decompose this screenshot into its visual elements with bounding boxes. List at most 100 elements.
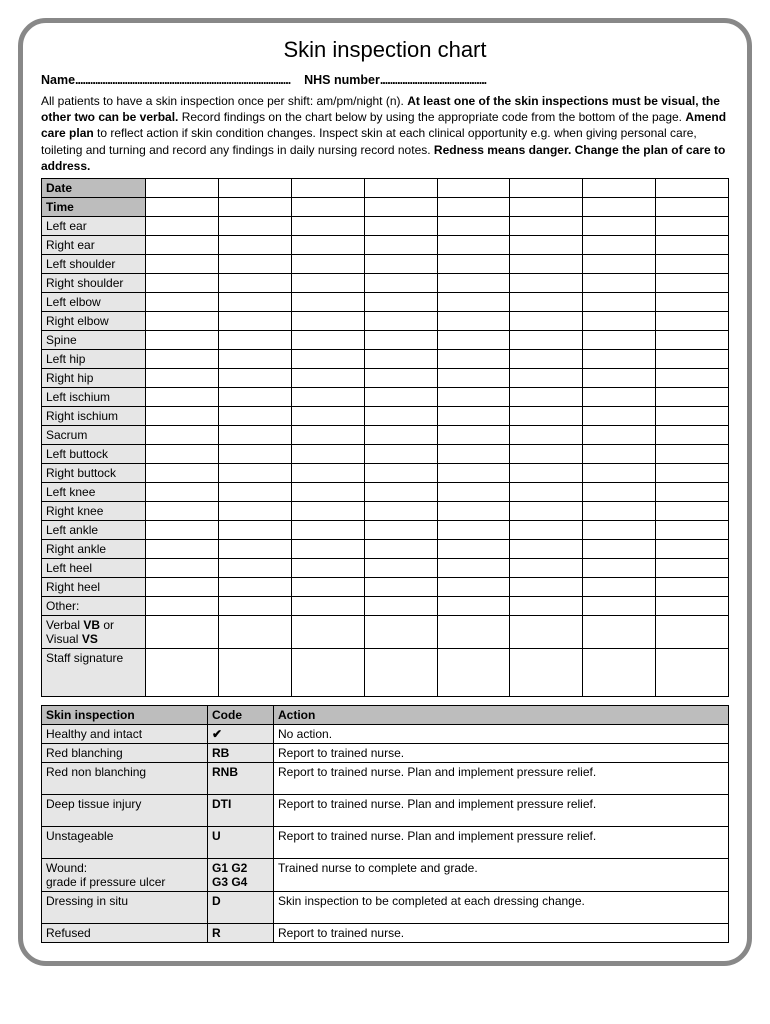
grid-cell[interactable] xyxy=(656,273,729,292)
grid-cell[interactable] xyxy=(437,311,510,330)
grid-cell[interactable] xyxy=(510,197,583,216)
grid-cell[interactable] xyxy=(583,539,656,558)
grid-cell[interactable] xyxy=(510,235,583,254)
grid-cell[interactable] xyxy=(146,444,219,463)
grid-cell[interactable] xyxy=(364,539,437,558)
grid-cell[interactable] xyxy=(437,425,510,444)
grid-cell[interactable] xyxy=(364,330,437,349)
grid-cell[interactable] xyxy=(364,292,437,311)
grid-cell[interactable] xyxy=(364,216,437,235)
grid-cell[interactable] xyxy=(291,311,364,330)
grid-cell[interactable] xyxy=(583,254,656,273)
nhs-dots[interactable]: ........................................… xyxy=(380,73,486,87)
grid-cell[interactable] xyxy=(291,292,364,311)
grid-cell[interactable] xyxy=(218,615,291,648)
grid-cell[interactable] xyxy=(364,615,437,648)
grid-cell[interactable] xyxy=(218,216,291,235)
grid-cell[interactable] xyxy=(583,235,656,254)
grid-cell[interactable] xyxy=(583,425,656,444)
grid-cell[interactable] xyxy=(510,648,583,696)
grid-cell[interactable] xyxy=(146,254,219,273)
grid-cell[interactable] xyxy=(218,501,291,520)
grid-cell[interactable] xyxy=(218,577,291,596)
grid-cell[interactable] xyxy=(510,273,583,292)
grid-cell[interactable] xyxy=(510,425,583,444)
grid-cell[interactable] xyxy=(656,482,729,501)
grid-cell[interactable] xyxy=(510,387,583,406)
grid-cell[interactable] xyxy=(291,216,364,235)
grid-cell[interactable] xyxy=(218,596,291,615)
grid-cell[interactable] xyxy=(146,577,219,596)
grid-cell[interactable] xyxy=(218,330,291,349)
grid-cell[interactable] xyxy=(364,254,437,273)
grid-cell[interactable] xyxy=(656,330,729,349)
grid-cell[interactable] xyxy=(510,501,583,520)
grid-cell[interactable] xyxy=(146,311,219,330)
grid-cell[interactable] xyxy=(364,596,437,615)
grid-cell[interactable] xyxy=(510,444,583,463)
grid-cell[interactable] xyxy=(146,292,219,311)
grid-cell[interactable] xyxy=(510,178,583,197)
grid-cell[interactable] xyxy=(656,197,729,216)
grid-cell[interactable] xyxy=(583,197,656,216)
grid-cell[interactable] xyxy=(146,520,219,539)
grid-cell[interactable] xyxy=(218,425,291,444)
grid-cell[interactable] xyxy=(218,387,291,406)
grid-cell[interactable] xyxy=(291,482,364,501)
grid-cell[interactable] xyxy=(218,368,291,387)
grid-cell[interactable] xyxy=(364,425,437,444)
grid-cell[interactable] xyxy=(218,273,291,292)
grid-cell[interactable] xyxy=(510,349,583,368)
grid-cell[interactable] xyxy=(218,463,291,482)
grid-cell[interactable] xyxy=(656,406,729,425)
grid-cell[interactable] xyxy=(146,235,219,254)
grid-cell[interactable] xyxy=(656,615,729,648)
grid-cell[interactable] xyxy=(583,330,656,349)
grid-cell[interactable] xyxy=(583,178,656,197)
grid-cell[interactable] xyxy=(437,216,510,235)
grid-cell[interactable] xyxy=(364,444,437,463)
grid-cell[interactable] xyxy=(437,596,510,615)
grid-cell[interactable] xyxy=(364,501,437,520)
grid-cell[interactable] xyxy=(218,444,291,463)
grid-cell[interactable] xyxy=(510,330,583,349)
grid-cell[interactable] xyxy=(364,406,437,425)
grid-cell[interactable] xyxy=(291,330,364,349)
grid-cell[interactable] xyxy=(510,216,583,235)
grid-cell[interactable] xyxy=(510,254,583,273)
name-dots[interactable]: ........................................… xyxy=(75,73,290,87)
grid-cell[interactable] xyxy=(218,235,291,254)
grid-cell[interactable] xyxy=(437,273,510,292)
grid-cell[interactable] xyxy=(364,520,437,539)
grid-cell[interactable] xyxy=(510,615,583,648)
grid-cell[interactable] xyxy=(583,406,656,425)
grid-cell[interactable] xyxy=(656,178,729,197)
grid-cell[interactable] xyxy=(437,330,510,349)
grid-cell[interactable] xyxy=(437,615,510,648)
grid-cell[interactable] xyxy=(291,387,364,406)
grid-cell[interactable] xyxy=(291,577,364,596)
grid-cell[interactable] xyxy=(364,178,437,197)
grid-cell[interactable] xyxy=(437,444,510,463)
grid-cell[interactable] xyxy=(583,368,656,387)
grid-cell[interactable] xyxy=(291,254,364,273)
grid-cell[interactable] xyxy=(146,197,219,216)
grid-cell[interactable] xyxy=(291,273,364,292)
grid-cell[interactable] xyxy=(656,648,729,696)
grid-cell[interactable] xyxy=(656,558,729,577)
grid-cell[interactable] xyxy=(437,254,510,273)
grid-cell[interactable] xyxy=(218,311,291,330)
grid-cell[interactable] xyxy=(146,273,219,292)
grid-cell[interactable] xyxy=(656,444,729,463)
grid-cell[interactable] xyxy=(437,235,510,254)
grid-cell[interactable] xyxy=(146,501,219,520)
grid-cell[interactable] xyxy=(656,425,729,444)
grid-cell[interactable] xyxy=(656,463,729,482)
grid-cell[interactable] xyxy=(583,482,656,501)
grid-cell[interactable] xyxy=(146,539,219,558)
grid-cell[interactable] xyxy=(364,463,437,482)
grid-cell[interactable] xyxy=(437,368,510,387)
grid-cell[interactable] xyxy=(437,501,510,520)
grid-cell[interactable] xyxy=(218,520,291,539)
grid-cell[interactable] xyxy=(291,235,364,254)
